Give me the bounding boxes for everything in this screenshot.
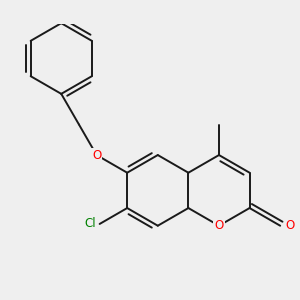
- Text: O: O: [214, 219, 224, 232]
- Text: O: O: [92, 148, 101, 161]
- Text: O: O: [285, 219, 295, 232]
- Text: Cl: Cl: [85, 218, 96, 230]
